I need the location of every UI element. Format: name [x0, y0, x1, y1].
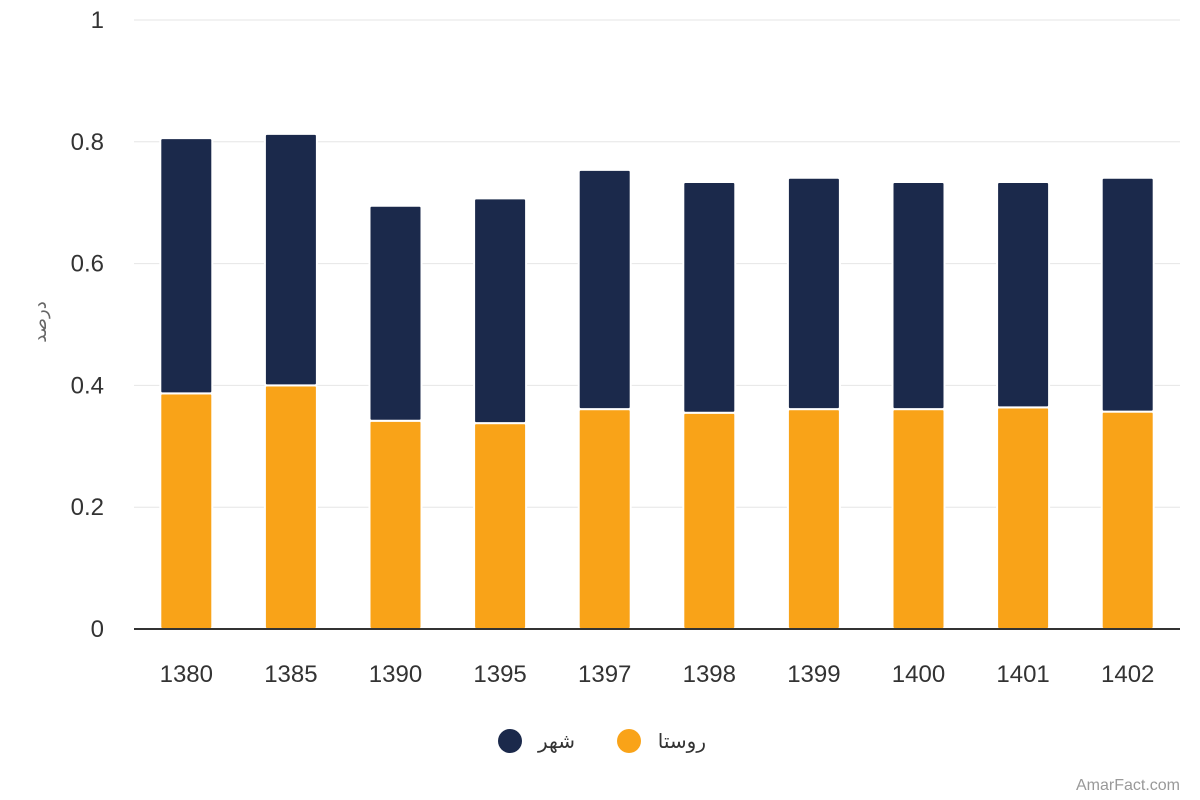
y-tick-label: 0: [91, 616, 104, 643]
bar-segment-rural[interactable]: [786, 408, 841, 630]
x-tick-label: 1402: [1101, 661, 1154, 688]
legend-label: روستا: [658, 729, 706, 753]
x-tick-label: 1380: [160, 661, 213, 688]
legend-marker: [498, 729, 522, 753]
x-tick-label: 1398: [683, 661, 736, 688]
credit-text: AmarFact.com: [1076, 777, 1180, 794]
x-tick-label: 1397: [578, 661, 631, 688]
bar-segment-rural[interactable]: [996, 406, 1051, 630]
legend-item[interactable]: شهر: [498, 729, 575, 753]
x-tick-label: 1385: [264, 661, 317, 688]
bar-segment-urban[interactable]: [682, 180, 737, 414]
bar-segment-rural[interactable]: [682, 411, 737, 630]
bar-segment-urban[interactable]: [577, 168, 632, 411]
bar-segment-urban[interactable]: [159, 137, 214, 395]
bar-segment-rural[interactable]: [368, 419, 423, 630]
y-tick-label: 0.4: [71, 372, 104, 399]
bar-segment-urban[interactable]: [891, 180, 946, 411]
y-axis-title: درصد: [30, 301, 51, 342]
bar-segment-urban[interactable]: [473, 197, 528, 425]
bar-segment-urban[interactable]: [786, 176, 841, 411]
bar-segment-rural[interactable]: [1100, 410, 1155, 630]
x-tick-label: 1399: [787, 661, 840, 688]
legend-item[interactable]: روستا: [617, 729, 706, 753]
bar-segment-rural[interactable]: [473, 422, 528, 630]
bar-segment-urban[interactable]: [263, 132, 318, 387]
bar-segment-rural[interactable]: [577, 408, 632, 630]
y-tick-label: 1: [91, 7, 104, 34]
x-tick-label: 1395: [473, 661, 526, 688]
bar-segment-urban[interactable]: [368, 204, 423, 422]
x-axis-tick-labels: 1380 1385 1390 1395 1397 1398 1399 1400 1401 1402: [160, 661, 1155, 688]
x-tick-label: 1400: [892, 661, 945, 688]
x-tick-label: 1401: [996, 661, 1049, 688]
bars: [159, 132, 1155, 630]
y-tick-label: 0.6: [71, 251, 104, 278]
bar-segment-urban[interactable]: [996, 180, 1051, 409]
legend-label: شهر: [537, 729, 575, 753]
legend: شهر روستا: [498, 729, 706, 753]
bar-segment-rural[interactable]: [159, 392, 214, 630]
x-tick-label: 1390: [369, 661, 422, 688]
bar-segment-urban[interactable]: [1100, 176, 1155, 413]
y-tick-label: 0.8: [71, 129, 104, 156]
legend-marker: [617, 729, 641, 753]
bar-segment-rural[interactable]: [891, 408, 946, 630]
y-axis-tick-labels: 0 0.2 0.4 0.6 0.8 1: [71, 7, 104, 643]
bar-segment-rural[interactable]: [263, 384, 318, 630]
y-tick-label: 0.2: [71, 494, 104, 521]
